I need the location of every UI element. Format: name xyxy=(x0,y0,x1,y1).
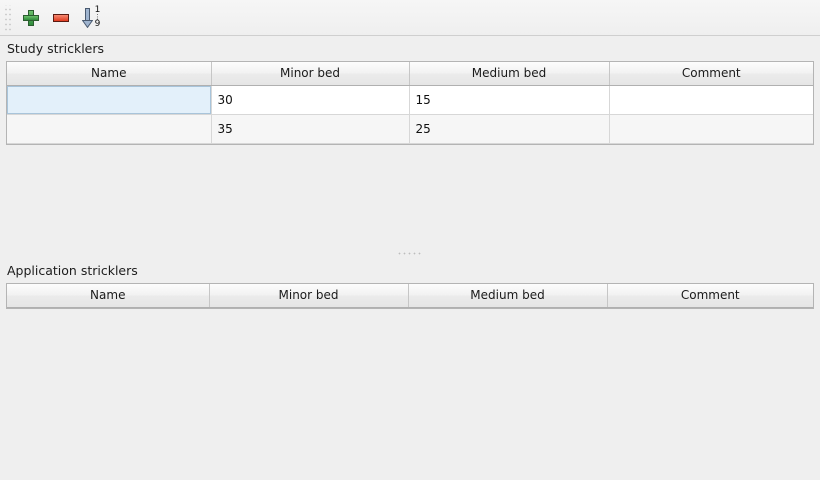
cell-comment[interactable] xyxy=(609,85,813,115)
column-header-name[interactable]: Name xyxy=(7,62,212,86)
column-header-medium-bed[interactable]: Medium bed xyxy=(408,284,608,308)
down-arrow-icon xyxy=(82,7,93,28)
cell-name[interactable] xyxy=(7,114,212,144)
section-splitter[interactable] xyxy=(6,248,814,258)
remove-button[interactable] xyxy=(46,3,76,33)
study-stricklers-table-frame: Name Minor bed Medium bed Comment 30 15 xyxy=(6,61,814,145)
table-header-row: Name Minor bed Medium bed Comment xyxy=(7,284,813,308)
cell-comment[interactable] xyxy=(609,114,813,144)
cell-minor-bed[interactable]: 35 xyxy=(211,114,410,144)
section-label-study-stricklers: Study stricklers xyxy=(7,41,105,56)
column-header-comment[interactable]: Comment xyxy=(607,284,813,308)
sort-digit-top: 1 xyxy=(94,4,101,15)
content-area: Study stricklers Name Minor bed Medium b… xyxy=(0,36,820,480)
table-row[interactable]: 30 15 xyxy=(7,85,813,115)
cell-medium-bed[interactable]: 25 xyxy=(409,114,610,144)
application-stricklers-table[interactable]: Name Minor bed Medium bed Comment xyxy=(7,284,813,308)
add-button[interactable] xyxy=(16,3,46,33)
column-header-medium-bed[interactable]: Medium bed xyxy=(409,62,610,86)
toolbar: 1 ⋮ 9 xyxy=(0,0,820,36)
column-header-comment[interactable]: Comment xyxy=(609,62,813,86)
section-label-application-stricklers: Application stricklers xyxy=(7,263,138,278)
cell-minor-bed[interactable]: 30 xyxy=(211,85,410,115)
column-header-minor-bed[interactable]: Minor bed xyxy=(209,284,409,308)
cell-name[interactable] xyxy=(7,85,212,115)
column-header-name[interactable]: Name xyxy=(7,284,210,308)
table-row[interactable]: 35 25 xyxy=(7,114,813,144)
splitter-handle-icon xyxy=(397,251,423,255)
cell-medium-bed[interactable]: 15 xyxy=(409,85,610,115)
section-study-stricklers: Study stricklers Name Minor bed Medium b… xyxy=(6,36,814,248)
plus-icon xyxy=(23,9,39,26)
sort-order-digits: 1 ⋮ 9 xyxy=(93,4,102,29)
sort-digit-bottom: 9 xyxy=(94,18,101,29)
sort-ascending-button[interactable]: 1 ⋮ 9 xyxy=(76,3,106,33)
column-header-minor-bed[interactable]: Minor bed xyxy=(211,62,410,86)
study-stricklers-table[interactable]: Name Minor bed Medium bed Comment 30 15 xyxy=(7,62,813,144)
toolbar-grip[interactable] xyxy=(4,4,13,31)
sort-ascending-icon: 1 ⋮ 9 xyxy=(80,4,102,29)
table-header-row: Name Minor bed Medium bed Comment xyxy=(7,62,813,86)
application-stricklers-table-frame: Name Minor bed Medium bed Comment xyxy=(6,283,814,309)
sort-digit-dots: ⋮ xyxy=(94,12,101,21)
minus-icon xyxy=(53,13,69,22)
section-application-stricklers: Application stricklers Name Minor bed Me… xyxy=(6,258,814,472)
